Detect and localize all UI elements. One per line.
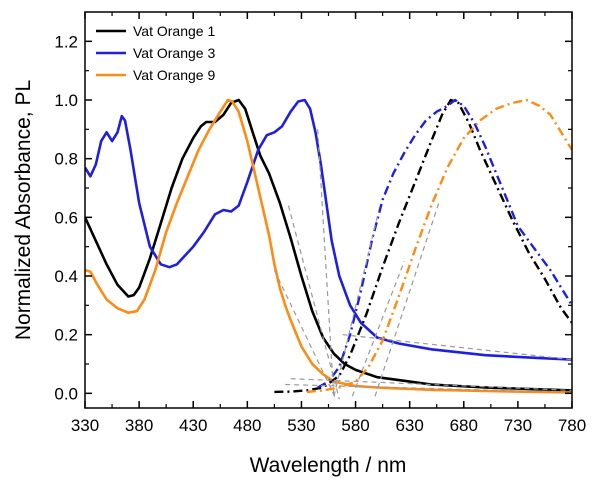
legend: Vat Orange 1 Vat Orange 3 Vat Orange 9	[96, 23, 215, 83]
legend-label-2: Vat Orange 9	[133, 67, 215, 83]
x-tick-label: 530	[287, 416, 315, 435]
guide-line-4	[351, 261, 405, 397]
x-tick-label: 680	[450, 416, 478, 435]
guide-line-1	[287, 205, 340, 400]
guide-line-3	[333, 217, 378, 397]
guide-line-2	[317, 129, 335, 400]
x-tick-label: 580	[341, 416, 369, 435]
x-tick-label: 780	[558, 416, 586, 435]
legend-label-0: Vat Orange 1	[133, 23, 215, 39]
guide-lines	[273, 129, 572, 400]
series-line-4	[317, 98, 572, 389]
guide-line-6	[285, 383, 572, 394]
y-tick-label: 1.0	[54, 91, 78, 110]
x-tick-label: 380	[125, 416, 153, 435]
y-tick-label: 1.2	[54, 32, 78, 51]
x-tick-label: 480	[233, 416, 261, 435]
series-line-3	[274, 98, 572, 394]
x-tick-label: 430	[179, 416, 207, 435]
guide-line-0	[273, 269, 337, 400]
y-tick-label: 0.6	[54, 208, 78, 227]
y-tick-label: 0.0	[54, 384, 78, 403]
series-line-2	[85, 98, 572, 394]
guide-line-8	[342, 334, 572, 361]
y-tick-label: 0.4	[54, 267, 78, 286]
y-axis-title: Normalized Absorbance, PL	[12, 80, 35, 340]
x-tick-label: 630	[395, 416, 423, 435]
x-axis-title: Wavelength / nm	[250, 454, 407, 477]
series-line-5	[306, 98, 572, 394]
series-line-0	[85, 98, 572, 392]
guide-line-7	[290, 378, 572, 391]
y-tick-label: 0.2	[54, 326, 78, 345]
guide-line-5	[374, 202, 440, 397]
series-layer	[85, 98, 572, 394]
y-tick-label: 0.8	[54, 150, 78, 169]
x-tick-label: 330	[71, 416, 99, 435]
axis-ticks: 330 380 430 480 530 580 630 680 730 780 0.0 0.2 0.4 0…	[54, 12, 586, 435]
x-tick-label: 730	[504, 416, 532, 435]
series-line-1	[85, 98, 572, 361]
legend-label-1: Vat Orange 3	[133, 45, 215, 61]
